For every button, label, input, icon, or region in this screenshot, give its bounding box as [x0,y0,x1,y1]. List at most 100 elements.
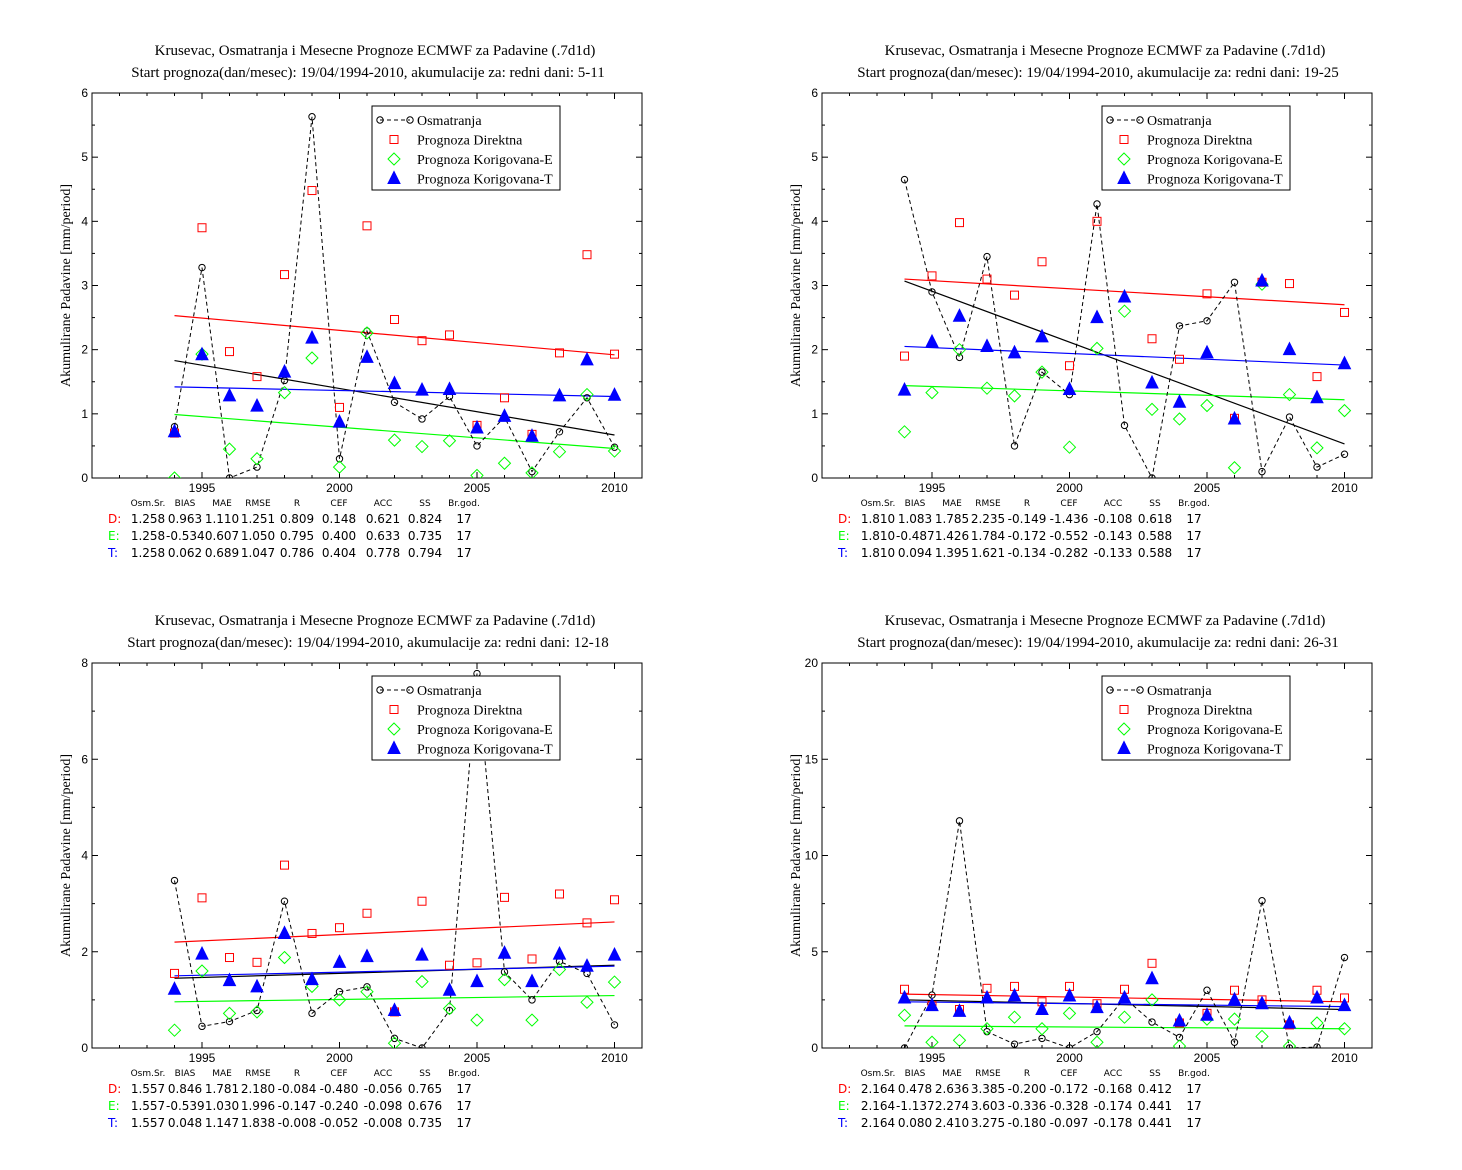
corrT-marker [222,387,237,402]
legend-marker [406,116,414,124]
obs-marker [555,428,564,436]
direct-marker [582,250,592,260]
legend-marker [389,705,399,714]
chart-svg-2: Krusevac, Osmatranja i Mesecne Prognoze … [789,43,1373,495]
obs-line [174,673,615,1048]
corrE-marker [1035,365,1049,379]
direct-marker [927,271,937,281]
stats-header-cell: CEF [330,499,348,509]
obs-marker [1258,467,1266,476]
legend-label: Prognoza Korigovana-T [1147,743,1283,758]
stats-header-cell: Br.god. [1178,1069,1210,1079]
obs-marker [610,1021,619,1029]
stats-header-cell: CEF [1060,499,1078,509]
corrE-marker [1337,403,1352,418]
corrT-marker [580,351,594,366]
corrT-marker [497,945,512,959]
plot-area [897,168,1352,478]
stats-header: Osm.Sr. BIAS MAE RMSE R CEF ACC SS Br.god. [108,1064,484,1081]
legend-marker [1117,152,1131,166]
corrT-marker [305,329,319,344]
direct-marker [307,186,317,196]
x-tick-label: 2005 [1194,481,1221,495]
obs-marker [610,443,619,451]
corrE-marker [1310,441,1324,455]
direct-marker [982,274,992,284]
direct-marker [1092,216,1102,226]
stats-cell: 17 [456,546,472,560]
corrE-marker [222,1006,237,1021]
stats-header-cell: BIAS [174,499,196,509]
stats-cell: 0.778 [365,546,401,560]
corrT-marker [387,375,402,390]
stats-cell: -0.172 [1049,1082,1089,1096]
corrE-marker [497,972,512,987]
stats-cell: 0.062 [167,546,203,560]
direct-marker [527,954,537,964]
stats-header-cell: R [1023,499,1031,509]
obs-marker [1313,463,1321,471]
stats-cell: 1.147 [204,1116,240,1130]
corrT-marker [1255,995,1269,1010]
stats-header-cell: RMSE [245,1069,271,1079]
obs-trend-line [174,359,615,436]
corrE-marker [277,385,292,400]
x-tick-label: 2000 [1056,1051,1083,1065]
stats-cell: 0.478 [897,1082,933,1096]
stats-cell: 0.735 [407,1116,443,1130]
direct-marker [500,393,509,403]
legend-marker [406,686,414,694]
stats-header-cell: ACC [1103,1069,1123,1079]
corrE-trend-line [174,413,615,450]
obs-marker [363,327,371,335]
stats-header-cell: R [1023,1069,1031,1079]
obs-marker [1175,322,1184,330]
corrT-marker [1090,999,1104,1014]
stats-header-cell: Osm.Sr. [860,499,896,509]
stats-cell: 2.164 [860,1099,896,1113]
legend-marker [387,170,401,184]
stats-cell: -0.180 [1007,1116,1047,1130]
stats-row: T: 1.557 0.048 1.147 1.838 -0.008 -0.052 -0.008… [108,1115,484,1132]
stats-cell: 0.824 [407,512,443,526]
obs-marker [955,353,964,362]
chart-subtitle: Start prognoza(dan/mesec): 19/04/1994-20… [857,635,1339,651]
stats-cell: 2.180 [240,1082,276,1096]
legend-marker [1119,135,1129,144]
corrT-marker [1172,394,1187,408]
obs-marker [1148,1018,1156,1026]
obs-marker [900,175,909,184]
corrT-marker [497,408,512,422]
chart-title: Krusevac, Osmatranja i Mesecne Prognoze … [885,613,1326,629]
stats-cell: 0.080 [897,1116,933,1130]
stats-header-cell: ACC [373,499,393,509]
corrT-marker [1007,987,1022,1002]
chart-title: Krusevac, Osmatranja i Mesecne Prognoze … [155,613,596,629]
x-tick-label: 2010 [601,1051,628,1065]
stats-cell: -0.133 [1093,546,1133,560]
chart-panel-1: Krusevac, Osmatranja i Mesecne Prognoze … [0,40,700,600]
stats-cell: -0.008 [363,1116,403,1130]
obs-marker [335,987,344,996]
corrE-marker [442,434,457,448]
corrE-marker [415,974,429,989]
direct-marker [1147,958,1157,968]
y-tick-label: 8 [81,656,88,670]
stats-cell: -0.098 [363,1099,403,1113]
corrE-marker [305,351,319,365]
stats-cell: 0.048 [167,1116,203,1130]
corrT-marker [925,333,939,348]
corrT-marker [580,958,594,972]
legend-label: Prognoza Korigovana-E [1147,153,1283,168]
direct-marker [1175,354,1184,364]
legend-label: Prognoza Korigovana-T [1147,173,1283,188]
y-tick-label: 1 [81,407,88,421]
stats-cell: 0.735 [407,529,443,543]
stats-cell: -0.178 [1093,1116,1133,1130]
stats-cell: 0.633 [365,529,401,543]
obs-marker [1010,1040,1019,1048]
stats-row-label: E: [838,1099,850,1113]
stats-header-cell: Osm.Sr. [860,1069,896,1079]
chart-svg-1: Krusevac, Osmatranja i Mesecne Prognoze … [59,43,643,495]
direct-marker [335,402,344,412]
